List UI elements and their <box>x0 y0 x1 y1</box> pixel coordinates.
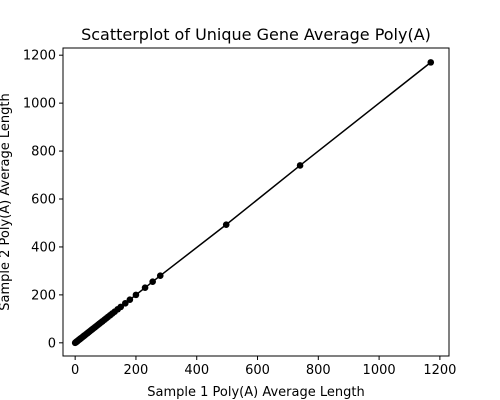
plot-area <box>71 59 435 347</box>
data-point <box>427 59 435 66</box>
x-tick-label: 200 <box>124 363 149 378</box>
x-tick-label: 1200 <box>423 363 456 378</box>
y-tick-label: 400 <box>31 240 56 255</box>
data-point <box>132 291 140 299</box>
x-tick-label: 400 <box>184 363 209 378</box>
data-point <box>296 162 304 169</box>
x-tick-label: 800 <box>306 363 331 378</box>
data-point <box>149 278 156 285</box>
y-axis: 0 200 400 600 800 1000 1200 <box>23 49 63 351</box>
data-point <box>222 221 230 228</box>
y-tick-label: 200 <box>31 288 56 303</box>
data-point <box>117 303 125 311</box>
y-tick-label: 600 <box>31 193 56 208</box>
y-axis-label: Sample 2 Poly(A) Average Length <box>0 93 13 310</box>
y-tick-label: 800 <box>31 145 56 160</box>
data-point <box>141 284 149 291</box>
x-tick-label: 600 <box>245 363 270 378</box>
y-tick-label: 0 <box>48 336 56 351</box>
y-tick-label: 1000 <box>23 97 56 112</box>
axes-frame <box>62 47 450 357</box>
data-point <box>156 272 164 280</box>
x-axis: 0 200 400 600 800 1000 1200 <box>71 356 456 378</box>
x-axis-label: Sample 1 Poly(A) Average Length <box>147 385 364 400</box>
data-point <box>126 296 134 303</box>
chart-title: Scatterplot of Unique Gene Average Poly(… <box>81 25 431 44</box>
data-point <box>122 299 129 307</box>
y-tick-label: 1200 <box>23 49 56 64</box>
x-tick-label: 1000 <box>363 363 396 378</box>
x-tick-label: 0 <box>71 363 79 378</box>
